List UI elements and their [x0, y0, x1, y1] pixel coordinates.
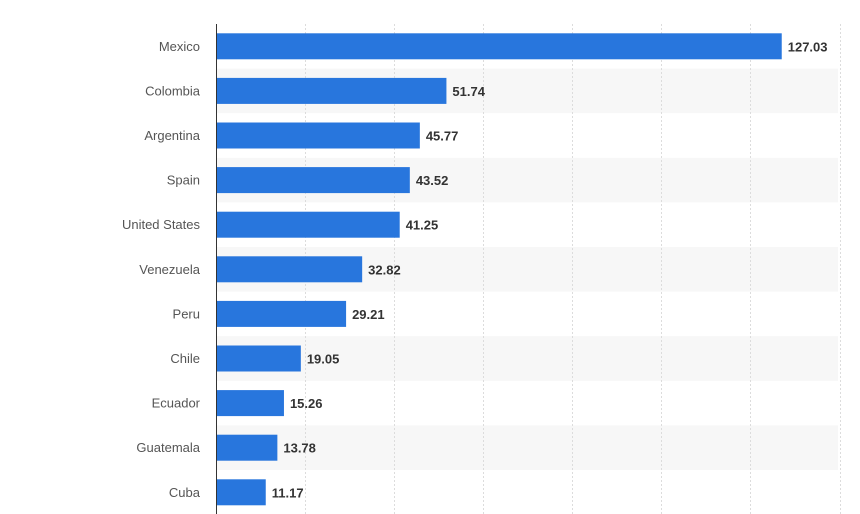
category-label: Guatemala: [136, 440, 200, 455]
row-stripe: [216, 336, 838, 381]
category-label: United States: [122, 217, 201, 232]
category-label: Colombia: [145, 83, 201, 98]
data-label: 127.03: [788, 39, 828, 54]
data-label: 29.21: [352, 307, 385, 322]
data-label: 15.26: [290, 396, 323, 411]
row-stripe: [216, 425, 838, 470]
bar: [216, 167, 410, 194]
bar: [216, 77, 447, 104]
bar: [216, 256, 363, 283]
data-label: 41.25: [406, 218, 439, 233]
bar: [216, 434, 278, 461]
data-label: 43.52: [416, 173, 449, 188]
bar: [216, 33, 782, 60]
bar: [216, 345, 301, 372]
bar: [216, 122, 420, 149]
bar: [216, 390, 284, 417]
bar: [216, 211, 400, 238]
data-label: 32.82: [368, 262, 401, 277]
category-label: Cuba: [169, 485, 201, 500]
bar: [216, 300, 347, 327]
category-label: Mexico: [159, 39, 200, 54]
category-label: Peru: [173, 306, 200, 321]
data-label: 13.78: [283, 441, 316, 456]
data-label: 45.77: [426, 129, 459, 144]
data-label: 51.74: [452, 84, 485, 99]
data-label: 19.05: [307, 352, 340, 367]
category-label: Venezuela: [139, 262, 200, 277]
category-label: Spain: [167, 173, 200, 188]
category-label: Ecuador: [152, 396, 201, 411]
bar: [216, 479, 266, 506]
category-label: Argentina: [144, 128, 200, 143]
category-label: Chile: [170, 351, 200, 366]
data-label: 11.17: [272, 485, 304, 500]
